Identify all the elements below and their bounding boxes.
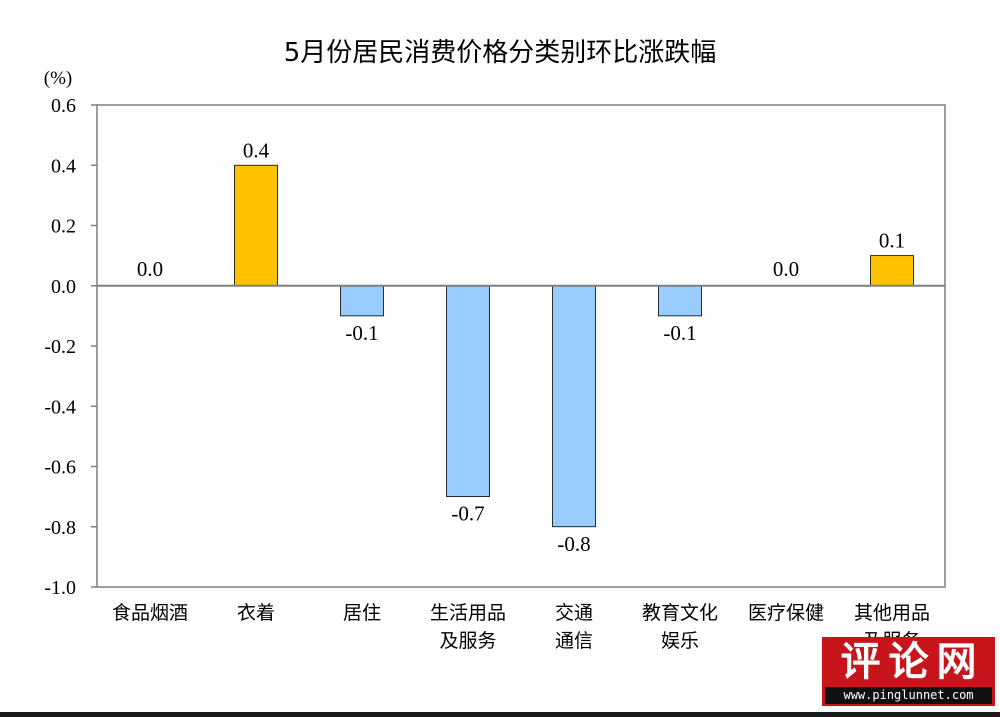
data-label-7: 0.0 [773,257,799,281]
y-axis: 0.6 0.4 0.2 0.0 -0.2 -0.4 -0.6 -0.8 -1.0 [44,95,97,599]
plot-area-frame [96,104,946,588]
watermark-logo-box: 评论网 www.pinglunnet.com [822,637,995,706]
category-label: 及服务 [439,630,496,652]
y-tick-label: 0.4 [51,155,76,177]
data-label-5: -0.8 [557,532,590,556]
bar-3 [340,285,384,317]
watermark-url: www.pinglunnet.com [825,687,992,704]
data-label-1: 0.0 [137,257,163,281]
bar-8 [870,255,914,287]
category-label: 生活用品 [430,602,506,624]
bar-5 [552,285,596,528]
category-label: 教育文化 [642,602,718,624]
category-label: 衣着 [237,602,275,624]
data-label-2: 0.4 [243,138,270,162]
y-axis-unit: (%) [44,68,72,89]
data-label-4: -0.7 [451,502,484,526]
category-label: 娱乐 [661,630,699,652]
y-tick-label: -0.2 [44,336,76,358]
data-label-3: -0.1 [345,321,378,345]
data-label-6: -0.1 [663,321,696,345]
bar-2 [234,164,278,287]
y-tick-label: -0.8 [44,517,76,539]
category-labels-group: 食品烟酒衣着居住生活用品及服务交通通信教育文化娱乐医疗保健其他用品及服务 [112,602,930,652]
category-label: 居住 [343,602,381,624]
data-labels-group: 0.0 0.4 -0.1 -0.7 -0.8 -0.1 0.0 0.1 [137,138,905,556]
y-tick-label: 0.0 [51,276,76,298]
data-label-8: 0.1 [879,229,905,253]
y-tick-label: -1.0 [44,577,76,599]
y-tick-label: 0.2 [51,216,76,238]
y-tick-label: 0.6 [51,95,76,117]
y-tick-label: -0.6 [44,457,76,479]
category-label: 通信 [555,630,593,652]
bar-6 [658,285,702,317]
bar-4 [446,285,490,498]
y-tick-label: -0.4 [44,396,76,418]
category-label: 其他用品 [854,602,930,624]
category-label: 交通 [555,602,593,624]
chart-title: 5月份居民消费价格分类别环比涨跌幅 [283,38,717,68]
watermark-logo-text: 评论网 [840,638,985,685]
category-label: 医疗保健 [748,602,824,624]
bars-group [234,164,914,528]
bottom-rule [0,712,1000,717]
category-label: 食品烟酒 [112,602,188,624]
